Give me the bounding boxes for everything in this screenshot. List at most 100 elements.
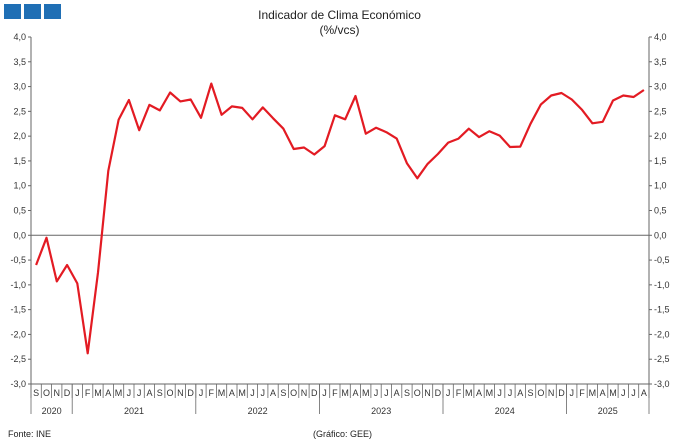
y-tick-label-left: -3,0 xyxy=(10,379,26,389)
y-tick-label-right: 1,0 xyxy=(654,181,667,191)
x-month-label: J xyxy=(570,388,575,398)
x-month-label: F xyxy=(209,388,215,398)
x-month-label: J xyxy=(631,388,636,398)
y-tick-label-left: -2,0 xyxy=(10,329,26,339)
x-month-label: M xyxy=(115,388,123,398)
logo-block xyxy=(4,4,21,19)
x-month-label: J xyxy=(508,388,513,398)
x-month-label: A xyxy=(476,388,482,398)
x-month-label: D xyxy=(311,388,318,398)
x-month-label: A xyxy=(394,388,400,398)
x-month-label: F xyxy=(85,388,91,398)
x-month-label: A xyxy=(641,388,647,398)
x-month-label: D xyxy=(558,388,565,398)
x-month-label: J xyxy=(261,388,266,398)
x-month-label: M xyxy=(465,388,473,398)
x-month-label: M xyxy=(218,388,226,398)
y-tick-label-right: -2,5 xyxy=(654,354,670,364)
y-tick-label-right: 1,5 xyxy=(654,156,667,166)
x-month-label: A xyxy=(146,388,152,398)
logo-block xyxy=(24,4,41,19)
x-month-label: O xyxy=(537,388,544,398)
x-month-label: O xyxy=(167,388,174,398)
logo-block xyxy=(44,4,61,19)
y-tick-label-left: 1,5 xyxy=(13,156,26,166)
x-month-label: F xyxy=(579,388,585,398)
y-tick-label-right: 0,5 xyxy=(654,206,667,216)
x-month-label: F xyxy=(332,388,338,398)
y-tick-label-right: 2,0 xyxy=(654,131,667,141)
x-month-label: S xyxy=(33,388,39,398)
x-month-label: M xyxy=(362,388,370,398)
x-month-label: J xyxy=(127,388,132,398)
chart-title: Indicador de Clima Económico xyxy=(258,8,421,22)
chart-title-block: Indicador de Clima Económico (%/vcs) xyxy=(0,8,679,38)
x-month-label: D xyxy=(64,388,71,398)
x-month-label: J xyxy=(75,388,80,398)
x-month-label: J xyxy=(446,388,451,398)
x-year-label: 2023 xyxy=(371,406,391,416)
logo xyxy=(4,4,61,19)
x-month-label: S xyxy=(404,388,410,398)
y-tick-label-right: -0,5 xyxy=(654,255,670,265)
x-month-label: A xyxy=(352,388,358,398)
x-month-label: A xyxy=(270,388,276,398)
y-tick-label-right: 4,0 xyxy=(654,32,667,42)
x-month-label: A xyxy=(600,388,606,398)
y-tick-label-left: -2,5 xyxy=(10,354,26,364)
chart-subtitle: (%/vcs) xyxy=(319,23,360,37)
y-tick-label-left: 2,0 xyxy=(13,131,26,141)
x-month-label: M xyxy=(589,388,597,398)
x-month-label: S xyxy=(280,388,286,398)
y-tick-label-left: 1,0 xyxy=(13,181,26,191)
x-month-label: D xyxy=(187,388,194,398)
chart-credit: (Gráfico: GEE) xyxy=(313,429,373,439)
x-month-label: S xyxy=(157,388,163,398)
x-month-label: A xyxy=(105,388,111,398)
y-tick-label-right: -3,0 xyxy=(654,379,670,389)
x-month-label: J xyxy=(374,388,379,398)
y-tick-label-left: 0,5 xyxy=(13,206,26,216)
x-month-label: N xyxy=(177,388,184,398)
x-month-label: J xyxy=(322,388,327,398)
y-tick-label-left: -1,5 xyxy=(10,305,26,315)
x-year-label: 2024 xyxy=(495,406,515,416)
y-tick-label-right: 3,0 xyxy=(654,82,667,92)
y-tick-label-right: 2,5 xyxy=(654,106,667,116)
x-month-label: M xyxy=(486,388,494,398)
y-tick-label-left: 4,0 xyxy=(13,32,26,42)
x-year-label: 2021 xyxy=(124,406,144,416)
x-month-label: M xyxy=(94,388,102,398)
x-month-label: J xyxy=(137,388,142,398)
x-month-label: J xyxy=(250,388,255,398)
x-year-label: 2020 xyxy=(42,406,62,416)
x-month-label: D xyxy=(435,388,442,398)
y-tick-label-left: -1,0 xyxy=(10,280,26,290)
x-month-label: N xyxy=(301,388,308,398)
x-month-label: O xyxy=(43,388,50,398)
x-month-label: A xyxy=(517,388,523,398)
x-month-label: O xyxy=(290,388,297,398)
x-month-label: O xyxy=(414,388,421,398)
y-tick-label-right: -1,5 xyxy=(654,305,670,315)
x-month-label: M xyxy=(609,388,617,398)
x-month-label: S xyxy=(528,388,534,398)
x-year-label: 2022 xyxy=(248,406,268,416)
y-tick-label-left: 3,5 xyxy=(13,57,26,67)
series-line xyxy=(35,82,645,355)
x-month-label: N xyxy=(424,388,431,398)
y-tick-label-left: 2,5 xyxy=(13,106,26,116)
x-month-label: N xyxy=(548,388,555,398)
x-month-label: F xyxy=(456,388,462,398)
x-month-label: J xyxy=(497,388,502,398)
source-note: Fonte: INE xyxy=(8,429,52,439)
y-tick-label-left: 0,0 xyxy=(13,230,26,240)
x-month-label: M xyxy=(238,388,246,398)
y-tick-label-left: 3,0 xyxy=(13,82,26,92)
x-month-label: J xyxy=(621,388,626,398)
x-month-label: N xyxy=(54,388,61,398)
y-tick-label-right: -1,0 xyxy=(654,280,670,290)
x-month-label: J xyxy=(384,388,389,398)
y-tick-label-left: -0,5 xyxy=(10,255,26,265)
